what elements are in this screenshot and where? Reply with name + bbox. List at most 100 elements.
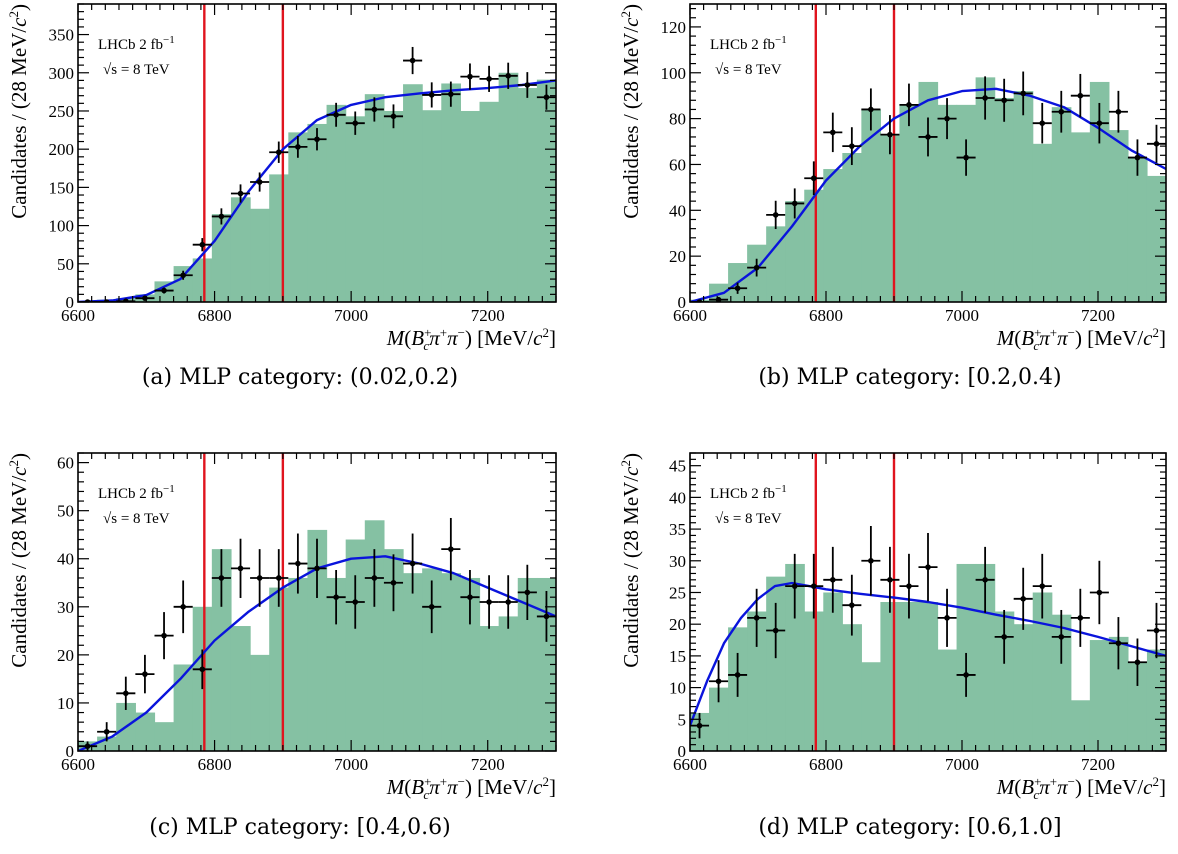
histogram-bar [785,201,805,302]
point-marker [275,575,282,581]
x-tick-label: 6800 [809,306,843,325]
x-tick-label: 7000 [334,755,368,774]
histogram-bar [498,72,519,302]
point-marker [925,564,931,570]
point-marker [944,115,950,122]
point-marker [275,149,282,156]
x-axis-title: M(B+ cπ+π−) [MeV/c2] [386,774,556,802]
histogram-bar [994,97,1015,302]
data-point [1051,609,1071,664]
histogram-fill [78,520,556,751]
point-marker [256,179,263,185]
x-tick-label: 7200 [1081,755,1115,774]
point-marker [333,594,339,600]
point-marker [161,287,167,294]
point-marker [199,241,206,248]
data-point [192,649,212,690]
data-point [498,62,518,89]
point-marker [84,743,91,749]
histogram-bar [326,104,347,302]
point-marker [849,143,855,149]
point-marker [333,111,339,118]
point-marker [256,575,263,581]
point-marker [868,557,874,564]
point-marker [1058,634,1065,640]
chart-panel-c: 6600 6800 7000 7200 0 10 20 30 40 50 60 LHCb 2 fb−1… [6,452,557,840]
experiment-label: LHCb 2 fb−1 [98,34,175,53]
data-point [288,136,308,158]
x-axis-title: M(B+ cπ+π−) [MeV/c2] [996,325,1166,353]
data-point [1032,553,1052,619]
data-point [785,553,805,619]
data-point [766,602,786,659]
histogram-bar [479,101,500,302]
histogram-bar [211,549,232,751]
histogram-bar [135,712,156,751]
y-tick-label: 0 [678,742,687,761]
data-point [230,184,251,203]
energy-label: √s = 8 TeV [715,511,782,527]
x-tick-label: 7000 [945,755,979,774]
point-marker [237,190,244,197]
x-tick-label: 6600 [673,755,707,774]
point-marker [1001,97,1007,104]
data-point [116,676,136,710]
data-point [937,588,957,647]
point-marker [963,672,969,678]
histogram-bar [899,602,920,751]
histogram-bar [1032,143,1053,302]
point-marker [1153,627,1160,634]
histogram-bar [709,283,729,302]
point-marker [237,565,244,572]
data-point [517,72,537,98]
y-tick-label: 5 [678,710,687,729]
point-marker [123,690,129,697]
point-marker [868,106,874,113]
y-tick-label: 50 [57,255,74,274]
point-marker [963,154,969,161]
energy-label: √s = 8 TeV [103,511,170,527]
histogram-bar [441,83,461,302]
histogram-bar [804,189,824,302]
y-tick-label: 30 [669,552,686,571]
data-point [1032,102,1052,144]
histogram-bar [441,573,461,751]
histogram-bar [880,134,901,302]
histogram-bar [192,258,213,302]
histogram-bar [364,94,385,302]
data-point [345,575,365,629]
histogram-bar [1127,157,1148,302]
data-point [536,84,556,110]
data-point [250,549,270,607]
point-marker [467,73,473,80]
energy-label: √s = 8 TeV [715,62,782,78]
x-tick-label: 6800 [198,306,232,325]
data-point [1127,139,1147,176]
histogram-bar [823,592,843,751]
histogram-bar [230,626,251,751]
y-tick-label: 60 [669,155,686,174]
point-marker [428,604,435,610]
point-marker [103,728,110,735]
histogram-bar [937,649,958,751]
point-marker [810,583,817,589]
data-point [1013,567,1033,630]
point-marker [982,95,988,101]
data-point [956,652,976,697]
data-point [747,588,767,647]
data-point [880,546,900,613]
data-point [709,660,729,703]
data-point [154,612,174,660]
data-point [211,549,231,607]
histogram-bar [1070,700,1091,751]
point-marker [390,113,397,120]
data-point [383,554,404,612]
point-marker [409,57,416,64]
histogram-bar [766,226,786,302]
chart-panel-a: 6600 6800 7000 7200 0 50 100 150 200 250 300 350 LHC… [6,3,557,390]
histogram-bar [498,616,519,751]
y-tick-label: 35 [669,520,686,539]
histogram-bar [937,104,958,302]
experiment-label: LHCb 2 fb−1 [710,483,787,502]
histogram-bar [269,587,289,751]
